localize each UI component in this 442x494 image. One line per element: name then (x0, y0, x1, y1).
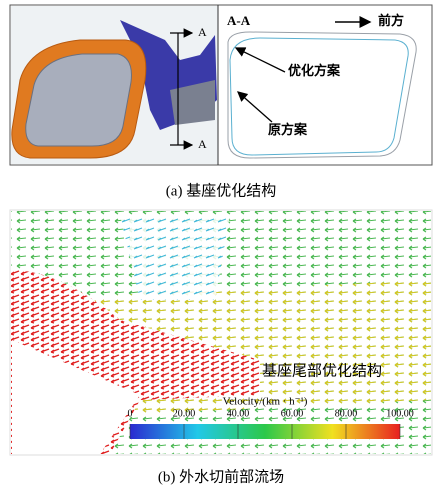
flow-vectors (120, 215, 230, 300)
original-label: 原方案 (268, 122, 308, 137)
annotation: 基座尾部优化结构 (262, 362, 382, 379)
direction-label: 前方 (378, 13, 404, 28)
caption: (a) 基座优化结构 (166, 182, 276, 199)
panel-a: A A A-A 前方 优化方案 原方案 (9, 4, 433, 166)
panel-b: 基座尾部优化结构 Velocity/(km · h⁻¹) (9, 209, 433, 456)
colorbar-tick-label: 40.00 (227, 408, 250, 419)
original-outline (229, 37, 409, 156)
mirror-base (170, 80, 215, 125)
section-label: A (198, 137, 207, 151)
caption: (b) 外水切前部流场 (158, 468, 284, 485)
leader-arrow (237, 91, 273, 123)
colorbar-label: Velocity/(km · h⁻¹) (223, 396, 308, 408)
colorbar-tick-label: 60.00 (281, 408, 304, 419)
section-label: A (198, 25, 207, 39)
colorbar-tick-label: 20.00 (173, 408, 196, 419)
optimized-label: 优化方案 (288, 63, 341, 78)
mirror-glass (25, 53, 132, 147)
colorbar-tick-label: 80.00 (335, 408, 358, 419)
leader-arrow (234, 47, 286, 73)
colorbar-tick-label: 0 (128, 408, 133, 419)
colorbar (130, 424, 400, 439)
colorbar-tick-label: 100.00 (386, 408, 414, 419)
optimized-outline (227, 31, 417, 159)
view-label: A-A (227, 13, 251, 28)
body-region (12, 340, 140, 454)
